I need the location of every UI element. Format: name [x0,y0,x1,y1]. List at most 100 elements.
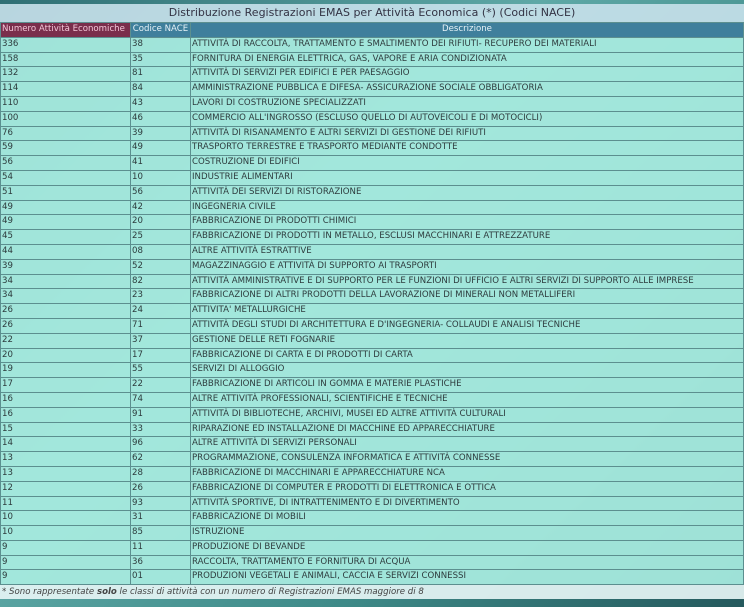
table-row: 26 24 ATTIVITA' METALLURGICHE [0,303,744,319]
table-cell: 26 [0,303,131,319]
table-row: 17 22 FABBRICAZIONE DI ARTICOLI IN GOMMA E… [0,377,744,393]
table-cell: ATTIVITÀ DEI SERVIZI DI RISTORAZIONE [190,184,744,201]
table-row: 13 62 PROGRAMMAZIONE, CONSULENZA INFORMATI… [0,451,744,467]
table-cell: 43 [130,95,191,112]
table-cell: 13 [0,451,131,467]
table-cell: 49 [0,214,131,231]
table-cell: 19 [0,362,131,379]
table-cell: PRODUZIONE DI BEVANDE [190,539,744,556]
table-cell: MAGAZZINAGGIO E ATTIVITÀ DI SUPPORTO AI … [190,258,744,275]
table-cell: 11 [0,495,131,512]
table-row: 76 39 ATTIVITÀ DI RISANAMENTO E ALTRI SERV… [0,125,744,142]
table-cell: 56 [0,155,131,171]
table-cell: 39 [130,125,191,142]
table-cell: 26 [130,480,191,497]
table-cell: FABBRICAZIONE DI CARTA E DI PRODOTTI DI … [190,347,744,364]
table-cell: 37 [130,332,191,349]
table-cell: 85 [130,525,191,541]
table-cell: 45 [0,229,131,245]
table-row: 14 96 ALTRE ATTIVITÀ DI SERVIZI PERSONALI [0,436,744,453]
table-cell: 93 [130,495,191,512]
table-row: 158 35 FORNITURA DI ENERGIA ELETTRICA, GAS… [0,51,744,68]
table-cell: 132 [0,66,131,83]
table-cell: ATTIVITÀ DI RACCOLTA, TRATTAMENTO E SMAL… [190,36,744,53]
table-cell: 96 [130,436,191,453]
table-cell: 49 [0,199,131,216]
table-cell: ALTRE ATTIVITÀ ESTRATTIVE [190,243,744,260]
table-cell: 35 [130,51,191,68]
table-cell: 25 [130,229,191,245]
table-cell: 16 [0,406,131,423]
table-cell: TRASPORTO TERRESTRE E TRASPORTO MEDIANTE… [190,140,744,157]
table-cell: 33 [130,421,191,438]
table-cell: RACCOLTA, TRATTAMENTO E FORNITURA DI ACQ… [190,554,744,571]
table-cell: 08 [130,243,191,260]
table-cell: 22 [130,377,191,393]
table-cell: 14 [0,436,131,453]
table-row: 12 26 FABBRICAZIONE DI COMPUTER E PRODOTTI… [0,480,744,497]
table-row: 9 11 PRODUZIONE DI BEVANDE [0,539,744,556]
table-panel: Distribuzione Registrazioni EMAS per Att… [0,4,744,600]
footnote-emphasis: solo [96,587,117,598]
table-cell: ATTIVITÀ SPORTIVE, DI INTRATTENIMENTO E … [190,495,744,512]
table-cell: 13 [0,465,131,482]
table-cell: 158 [0,51,131,68]
table-cell: 84 [130,81,191,97]
table-cell: 20 [130,214,191,231]
table-row: 49 42 INGEGNERIA CIVILE [0,199,744,216]
table-cell: 36 [130,554,191,571]
table-cell: 114 [0,81,131,97]
table-cell: 81 [130,66,191,83]
table-row: 336 38 ATTIVITÀ DI RACCOLTA, TRATTAMENTO E… [0,36,744,53]
header-row: Numero Attività Economiche Codice NACE D… [0,22,744,38]
table-cell: 59 [0,140,131,157]
table-cell: GESTIONE DELLE RETI FOGNARIE [190,332,744,349]
table-cell: ATTIVITÀ AMMINISTRATIVE E DI SUPPORTO PE… [190,273,744,290]
table-cell: ATTIVITÀ DI RISANAMENTO E ALTRI SERVIZI … [190,125,744,142]
table-cell: 9 [0,539,131,556]
table-cell: 56 [130,184,191,201]
table-row: 11 93 ATTIVITÀ SPORTIVE, DI INTRATTENIMENT… [0,495,744,512]
table-cell: 9 [0,569,131,586]
table-row: 56 41 COSTRUZIONE DI EDIFICI [0,155,744,171]
table-cell: FABBRICAZIONE DI MOBILI [190,510,744,527]
table-cell: ATTIVITÀ DI BIBLIOTECHE, ARCHIVI, MUSEI … [190,406,744,423]
table-cell: ATTIVITÀ DEGLI STUDI DI ARCHITETTURA E D… [190,317,744,334]
table-row: 44 08 ALTRE ATTIVITÀ ESTRATTIVE [0,243,744,260]
table-cell: 17 [0,377,131,393]
table-cell: PROGRAMMAZIONE, CONSULENZA INFORMATICA E… [190,451,744,467]
table-cell: 62 [130,451,191,467]
table-row: 16 74 ALTRE ATTIVITÀ PROFESSIONALI, SCIENT… [0,391,744,408]
table-cell: 31 [130,510,191,527]
table-cell: 76 [0,125,131,142]
table-row: 110 43 LAVORI DI COSTRUZIONE SPECIALIZZATI [0,95,744,112]
table-cell: 100 [0,110,131,127]
table-row: 15 33 RIPARAZIONE ED INSTALLAZIONE DI MACC… [0,421,744,438]
table-title: Distribuzione Registrazioni EMAS per Att… [0,4,744,22]
table-cell: INGEGNERIA CIVILE [190,199,744,216]
header-cell: Descrizione [190,22,744,38]
table-cell: 10 [130,169,191,186]
table-cell: 20 [0,347,131,364]
table-cell: 12 [0,480,131,497]
table-cell: 336 [0,36,131,53]
table-cell: 46 [130,110,191,127]
table-cell: FABBRICAZIONE DI ALTRI PRODOTTI DELLA LA… [190,288,744,305]
table-row: 34 82 ATTIVITÀ AMMINISTRATIVE E DI SUPPORT… [0,273,744,290]
header-cell: Codice NACE [130,22,191,38]
table-row: 59 49 TRASPORTO TERRESTRE E TRASPORTO MEDI… [0,140,744,157]
table-row: 9 36 RACCOLTA, TRATTAMENTO E FORNITURA DI … [0,554,744,571]
table-cell: 17 [130,347,191,364]
table-cell: 11 [130,539,191,556]
footnote: * Sono rappresentate solo le classi di a… [0,585,744,600]
table-cell: 51 [0,184,131,201]
table-row: 20 17 FABBRICAZIONE DI CARTA E DI PRODOTTI… [0,347,744,364]
table-cell: 39 [0,258,131,275]
table-cell: COSTRUZIONE DI EDIFICI [190,155,744,171]
table-cell: 74 [130,391,191,408]
table-cell: 34 [0,288,131,305]
footnote-text: * Sono rappresentate [2,587,97,598]
table-row: 26 71 ATTIVITÀ DEGLI STUDI DI ARCHITETTURA… [0,317,744,334]
table-cell: 38 [130,36,191,53]
